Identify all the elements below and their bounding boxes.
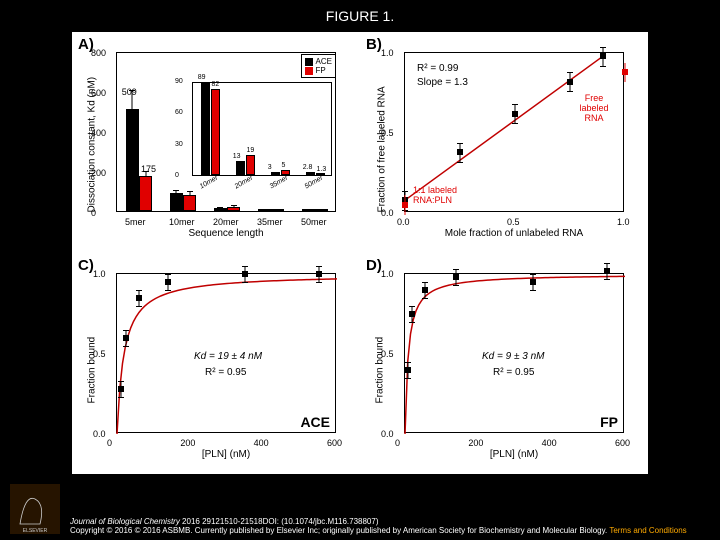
panel-a: A) 02004006008005mer10mer20mer35mer50mer…	[72, 32, 360, 253]
panel-d-xlabel: [PLN] (nM)	[404, 449, 624, 460]
panel-c-xlabel: [PLN] (nM)	[116, 449, 336, 460]
legend-fp: FP	[316, 66, 326, 75]
panel-a-ylabel: Dissociation constant, Kd (nM)	[87, 53, 98, 213]
panel-a-inset: 0306090898210mer131920mer3535mer2.81.350…	[192, 82, 332, 176]
figure-title: FIGURE 1.	[0, 0, 720, 24]
panel-a-xlabel: Sequence length	[116, 228, 336, 239]
panel-b: B) 0.00.51.00.00.51.0R² = 0.99Slope = 1.…	[360, 32, 648, 253]
panel-b-xlabel: Mole fraction of unlabeled RNA	[404, 228, 624, 239]
panel-c-axes: 02004006000.00.51.0Kd = 19 ± 4 nMR² = 0.…	[116, 273, 336, 433]
panel-d-label: FP	[600, 414, 618, 430]
panel-d-ylabel: Fraction bound	[375, 304, 386, 404]
panel-c-ylabel: Fraction bound	[87, 304, 98, 404]
panel-d: D) 02004006000.00.51.0Kd = 9 ± 3 nMR² = …	[360, 253, 648, 474]
citation-copyright: Copyright © 2016 © 2016 ASBMB. Currently…	[70, 526, 609, 535]
svg-text:ELSEVIER: ELSEVIER	[23, 528, 48, 534]
citation-ref: 2016 29121510-21518DOI: (10.1074/jbc.M11…	[180, 517, 379, 526]
panel-a-legend: ACE FP	[301, 54, 336, 78]
panel-d-letter: D)	[366, 257, 382, 274]
panel-c-label: ACE	[300, 414, 330, 430]
citation: Journal of Biological Chemistry 2016 291…	[70, 517, 710, 536]
panel-c: C) 02004006000.00.51.0Kd = 19 ± 4 nMR² =…	[72, 253, 360, 474]
legend-ace: ACE	[316, 57, 332, 66]
panel-c-letter: C)	[78, 257, 94, 274]
figure-panel: A) 02004006008005mer10mer20mer35mer50mer…	[72, 32, 648, 474]
panel-b-ylabel: Fraction of free labeled RNA	[377, 53, 388, 213]
panel-d-axes: 02004006000.00.51.0Kd = 9 ± 3 nMR² = 0.9…	[404, 273, 624, 433]
terms-link[interactable]: Terms and Conditions	[609, 526, 686, 535]
panel-b-letter: B)	[366, 36, 382, 53]
citation-journal: Journal of Biological Chemistry	[70, 517, 180, 526]
panel-b-axes: 0.00.51.00.00.51.0R² = 0.99Slope = 1.3Fr…	[404, 52, 624, 212]
elsevier-logo: ELSEVIER	[10, 484, 60, 534]
